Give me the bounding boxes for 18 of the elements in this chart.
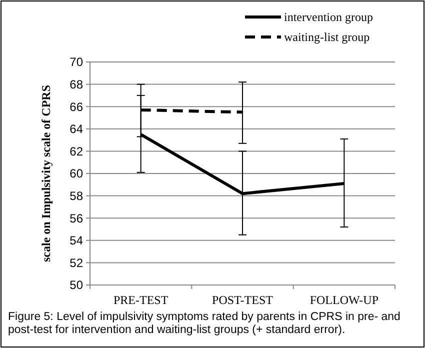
y-tick-label: 66 [70, 100, 84, 114]
x-tick-label: FOLLOW-UP [310, 293, 379, 307]
caption: Figure 5: Level of impulsivity symptoms rated by parents in CPRS in pre- and post-test for intervention and waiting-list groups (+ standard error). [8, 311, 402, 337]
y-tick-label: 56 [70, 211, 84, 226]
y-tick-label: 58 [70, 189, 84, 203]
legend-label: intervention group [284, 10, 373, 24]
legend-label: waiting-list group [284, 30, 370, 44]
y-tick-label: 60 [70, 166, 84, 181]
y-tick-label: 64 [70, 122, 84, 136]
y-axis-title: scale on Impulsivity scale of CPRS [39, 84, 53, 262]
y-tick-label: 68 [70, 78, 84, 92]
y-tick-label: 70 [70, 55, 84, 70]
y-tick-label: 54 [70, 234, 84, 248]
x-tick-label: PRE-TEST [113, 293, 169, 307]
y-tick-label: 50 [70, 278, 84, 292]
y-tick-label: 62 [70, 144, 84, 158]
y-tick-label: 52 [70, 256, 84, 270]
x-tick-label: POST-TEST [212, 293, 274, 307]
